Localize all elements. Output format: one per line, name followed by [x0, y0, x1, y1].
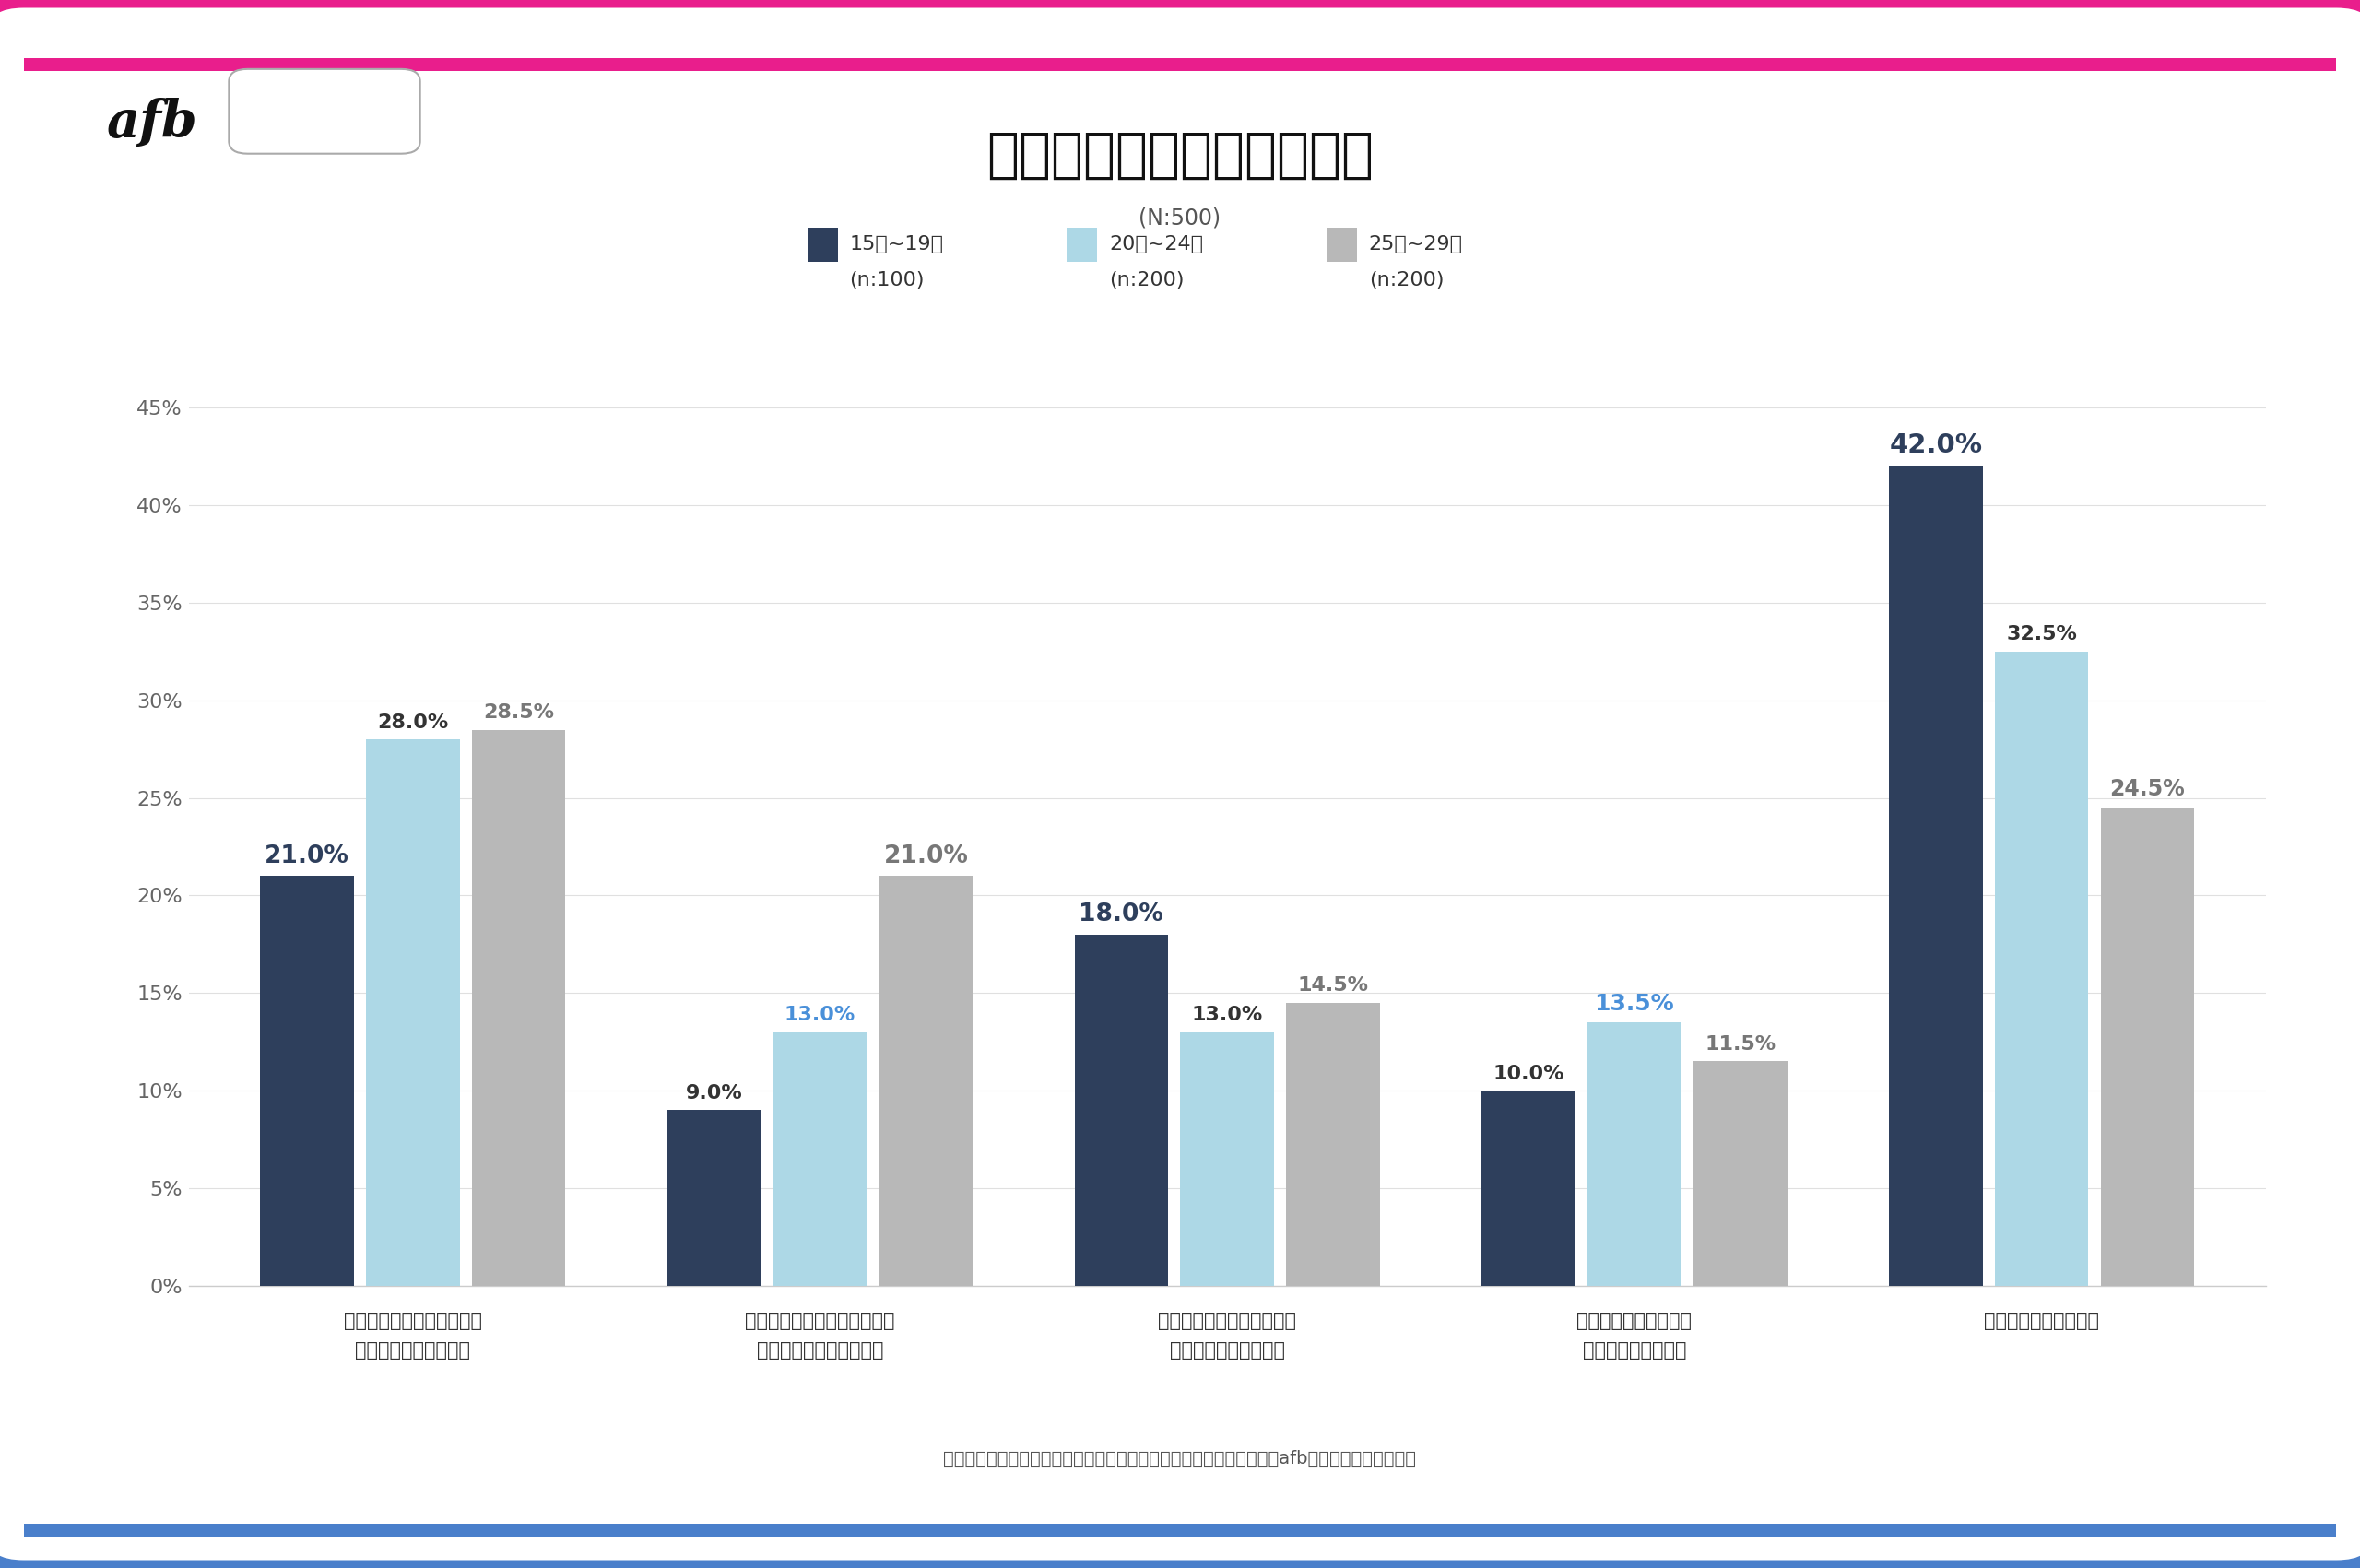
- Text: afb: afb: [106, 97, 198, 147]
- Bar: [1694, 1062, 1787, 1286]
- Bar: [668, 1110, 760, 1286]
- Bar: [1482, 1091, 1576, 1286]
- Text: 13.0%: 13.0%: [784, 1005, 857, 1024]
- Text: 10.0%: 10.0%: [1494, 1065, 1565, 1083]
- Text: 21.0%: 21.0%: [264, 844, 349, 869]
- Text: 21.0%: 21.0%: [883, 844, 968, 869]
- Text: 20歳~24歳: 20歳~24歳: [1109, 235, 1204, 254]
- Text: 28.5%: 28.5%: [484, 704, 555, 721]
- FancyBboxPatch shape: [0, 8, 2360, 1560]
- Bar: [0, 0, 2360, 94]
- Bar: [774, 1032, 866, 1286]
- Text: 13.0%: 13.0%: [1192, 1005, 1263, 1024]
- Bar: [260, 877, 354, 1286]
- Bar: [1994, 652, 2089, 1286]
- Bar: [366, 740, 460, 1286]
- Text: 15歳~19歳: 15歳~19歳: [850, 235, 944, 254]
- Bar: [1286, 1004, 1381, 1286]
- Text: 25歳~29歳: 25歳~29歳: [1369, 235, 1463, 254]
- Text: 28.0%: 28.0%: [378, 713, 448, 732]
- Text: 32.5%: 32.5%: [2006, 626, 2077, 644]
- Text: 株式会社フォーイット　パフォーマンステクノロジーネットワーク『afb（アフィビー）』調べ: 株式会社フォーイット パフォーマンステクノロジーネットワーク『afb（アフィビー…: [944, 1450, 1416, 1468]
- Bar: [0, 1505, 2360, 1568]
- Text: (N:500): (N:500): [1140, 207, 1220, 229]
- Bar: [878, 877, 972, 1286]
- Bar: [472, 729, 566, 1286]
- Text: 9.0%: 9.0%: [687, 1083, 743, 1102]
- Bar: [2100, 808, 2195, 1286]
- Bar: [24, 1524, 2336, 1537]
- Bar: [1888, 466, 1982, 1286]
- Bar: [1180, 1032, 1274, 1286]
- Text: 13.5%: 13.5%: [1595, 993, 1673, 1014]
- Bar: [1588, 1022, 1680, 1286]
- Text: (n:200): (n:200): [1109, 271, 1185, 290]
- Bar: [1074, 935, 1168, 1286]
- Text: 24.5%: 24.5%: [2110, 778, 2185, 800]
- Text: 支出管理をしていますか？: 支出管理をしていますか？: [986, 129, 1374, 182]
- Text: (n:200): (n:200): [1369, 271, 1444, 290]
- Text: 11.5%: 11.5%: [1704, 1035, 1775, 1054]
- Text: 年代別: 年代別: [304, 100, 345, 122]
- Text: 18.0%: 18.0%: [1079, 903, 1163, 927]
- Bar: [24, 58, 2336, 71]
- Text: 42.0%: 42.0%: [1890, 433, 1982, 458]
- Text: (n:100): (n:100): [850, 271, 925, 290]
- Text: 14.5%: 14.5%: [1298, 977, 1369, 996]
